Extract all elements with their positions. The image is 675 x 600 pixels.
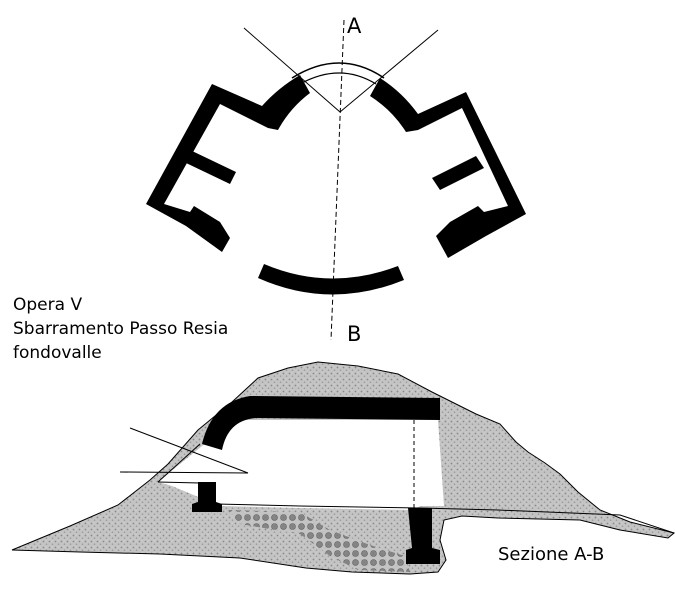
casemate-slab [202,396,440,450]
right-shaft [406,508,440,564]
caption-line-1: Opera V [13,295,83,315]
section-sight-line-lower [119,471,249,474]
right-wing-wall [370,78,526,258]
gallery-band [228,510,410,572]
section-view [11,361,675,575]
left-wing-wall [146,75,310,252]
right-sight-line [339,29,439,113]
left-spur [184,150,236,184]
top-inner-arc [299,72,377,85]
label-point-b: B [347,322,362,346]
section-sight-line-mid [157,443,201,483]
section-label: Sezione A-B [498,544,605,565]
label-point-a: A [347,14,362,38]
cavity [158,420,444,510]
bottom-arc-wall [258,264,404,295]
caption-block: Opera V Sbarramento Passo Resia fondoval… [13,293,228,365]
left-block [192,482,222,512]
top-outer-arc [291,62,385,79]
caption-line-2: Sbarramento Passo Resia [13,319,229,339]
floor-line [157,481,675,534]
left-sight-line [243,27,341,113]
right-spur [432,156,484,190]
plan-view [146,19,526,341]
section-sight-line-upper [129,427,249,474]
caption-line-3: fondovalle [13,343,102,363]
